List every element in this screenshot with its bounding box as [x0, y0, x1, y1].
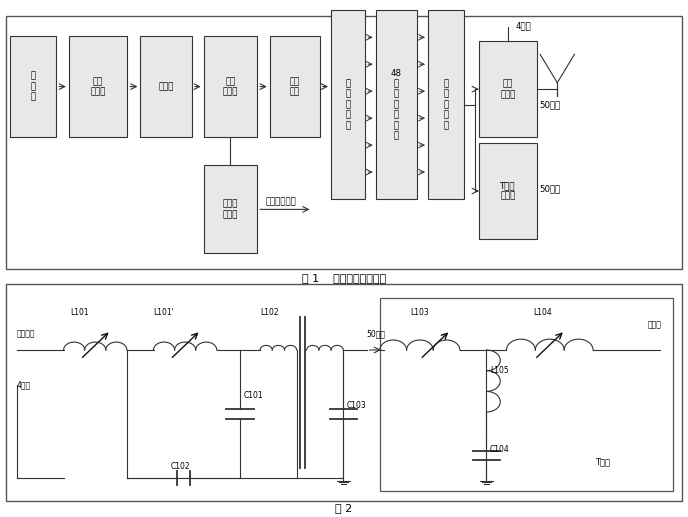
Bar [380, 298, 673, 491]
Text: 带通
滤波器: 带通 滤波器 [500, 80, 516, 99]
Text: C101: C101 [244, 391, 263, 400]
Bar [428, 10, 464, 199]
Text: 推动电
容调整: 推动电 容调整 [223, 200, 238, 219]
Text: C102: C102 [171, 462, 190, 470]
Text: 射频
推动器: 射频 推动器 [223, 77, 238, 96]
Text: 合成馈来: 合成馈来 [17, 329, 36, 338]
Text: 4欧姆: 4欧姆 [516, 21, 532, 31]
Text: L102: L102 [260, 308, 279, 317]
Text: L103: L103 [411, 308, 429, 317]
Bar [204, 36, 257, 137]
Text: 射
频
分
配
器: 射 频 分 配 器 [345, 80, 351, 130]
Bar [69, 36, 127, 137]
Bar [331, 10, 365, 199]
Bar [10, 36, 56, 137]
Bar [6, 16, 682, 269]
Text: 50欧姆: 50欧姆 [366, 330, 385, 339]
Text: 图 1    射频部分基本构成: 图 1 射频部分基本构成 [302, 273, 386, 283]
Text: 预推动: 预推动 [158, 82, 174, 91]
Text: 48
个
射
频
放
大
器: 48 个 射 频 放 大 器 [391, 69, 402, 141]
Text: L105: L105 [490, 366, 508, 375]
Text: C104: C104 [490, 445, 510, 454]
Text: 图 2: 图 2 [335, 503, 353, 513]
Text: 50欧姆: 50欧姆 [539, 184, 561, 193]
Bar [479, 41, 537, 137]
Bar [479, 143, 537, 239]
Text: L104: L104 [534, 308, 552, 317]
Text: 推动
合成: 推动 合成 [290, 77, 300, 96]
Text: 振
荡
器: 振 荡 器 [30, 72, 36, 101]
Bar [140, 36, 192, 137]
Text: L101: L101 [70, 308, 89, 317]
Text: 4欧姆: 4欧姆 [17, 381, 31, 390]
Text: L101': L101' [153, 308, 174, 317]
Text: 缓冲
放大器: 缓冲 放大器 [90, 77, 106, 96]
Bar [376, 10, 417, 199]
Text: T型匹
配网络: T型匹 配网络 [500, 181, 516, 201]
Text: T网络: T网络 [596, 457, 610, 466]
Text: C103: C103 [347, 401, 367, 410]
Text: 50欧姆: 50欧姆 [539, 100, 561, 109]
Bar [6, 284, 682, 501]
Text: 自动增益控制: 自动增益控制 [266, 197, 297, 206]
Text: 功
率
合
成
器: 功 率 合 成 器 [444, 80, 449, 130]
Text: 去馈线: 去馈线 [648, 321, 662, 329]
Bar [270, 36, 320, 137]
Bar [204, 165, 257, 253]
